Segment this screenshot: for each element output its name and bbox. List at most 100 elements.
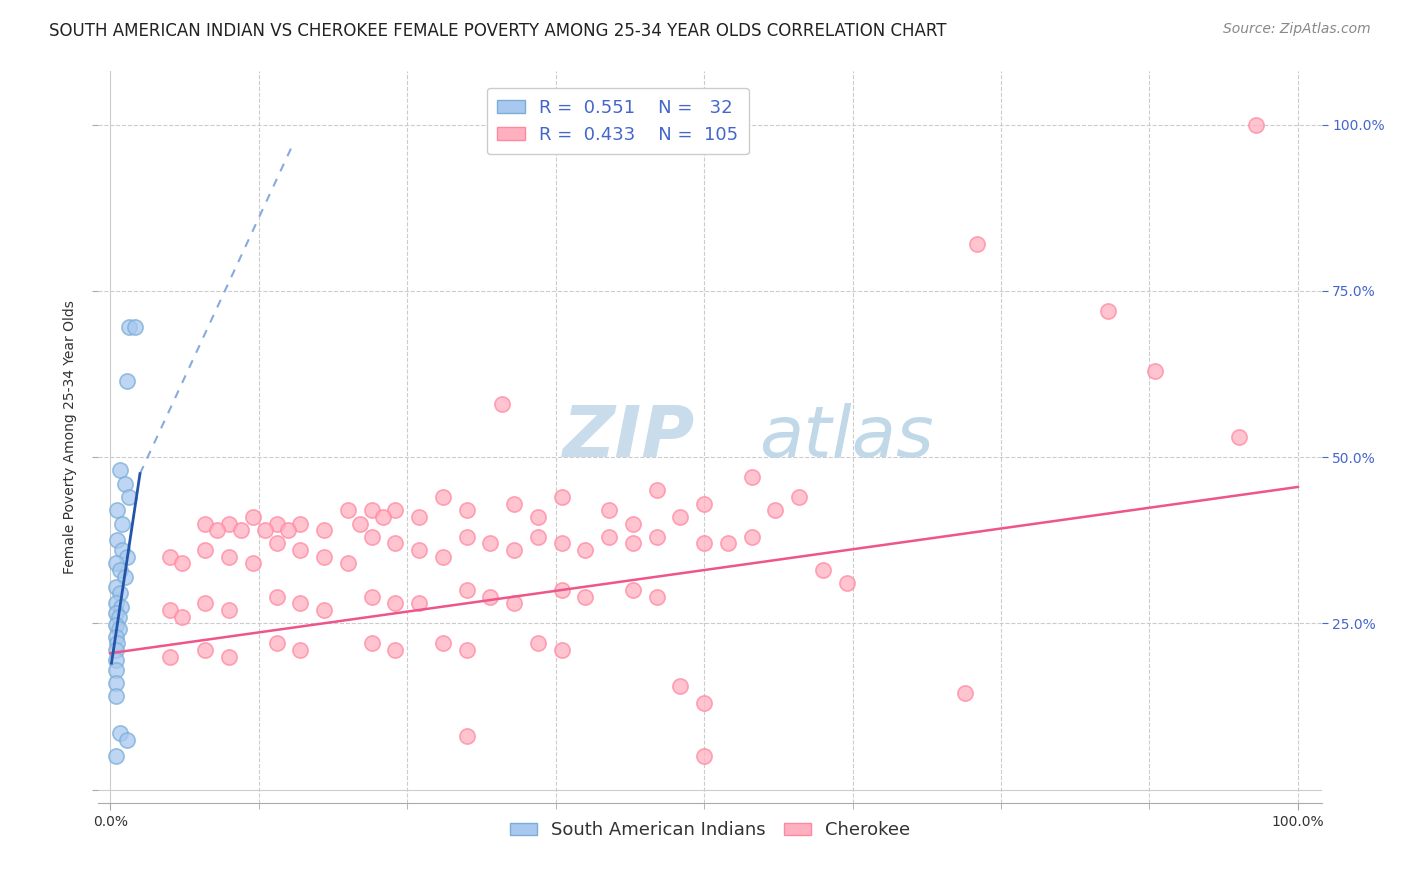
Point bbox=[360, 530, 382, 544]
Point bbox=[107, 503, 129, 517]
Point bbox=[456, 729, 478, 743]
Point bbox=[527, 530, 550, 544]
Point bbox=[159, 603, 181, 617]
Point bbox=[105, 676, 128, 690]
Point bbox=[290, 643, 312, 657]
Point bbox=[550, 490, 572, 504]
Point bbox=[384, 503, 406, 517]
Point bbox=[432, 549, 454, 564]
Point bbox=[118, 490, 141, 504]
Point bbox=[105, 557, 128, 571]
Point bbox=[645, 590, 668, 604]
Point bbox=[373, 509, 395, 524]
Point bbox=[741, 530, 763, 544]
Point bbox=[115, 732, 138, 747]
Point bbox=[312, 549, 335, 564]
Point bbox=[105, 630, 128, 644]
Point bbox=[408, 509, 430, 524]
Point bbox=[384, 643, 406, 657]
Point bbox=[741, 470, 763, 484]
Point bbox=[503, 543, 526, 558]
Point bbox=[491, 397, 513, 411]
Point bbox=[111, 543, 134, 558]
Point bbox=[115, 549, 138, 564]
Point bbox=[114, 476, 136, 491]
Point bbox=[108, 563, 131, 577]
Point bbox=[693, 749, 716, 764]
Point bbox=[621, 582, 644, 597]
Point bbox=[194, 643, 217, 657]
Point bbox=[574, 543, 596, 558]
Point bbox=[290, 596, 312, 610]
Point bbox=[1246, 118, 1268, 132]
Point bbox=[408, 543, 430, 558]
Point bbox=[159, 549, 181, 564]
Point bbox=[456, 503, 478, 517]
Point bbox=[360, 590, 382, 604]
Point bbox=[194, 543, 217, 558]
Point bbox=[621, 536, 644, 550]
Point bbox=[107, 622, 129, 636]
Point bbox=[811, 563, 834, 577]
Text: SOUTH AMERICAN INDIAN VS CHEROKEE FEMALE POVERTY AMONG 25-34 YEAR OLDS CORRELATI: SOUTH AMERICAN INDIAN VS CHEROKEE FEMALE… bbox=[49, 22, 946, 40]
Point bbox=[242, 509, 264, 524]
Point bbox=[432, 636, 454, 650]
Point bbox=[574, 590, 596, 604]
Point bbox=[669, 509, 692, 524]
Point bbox=[835, 576, 858, 591]
Point bbox=[693, 696, 716, 710]
Point bbox=[253, 523, 276, 537]
Point bbox=[108, 463, 131, 477]
Point bbox=[503, 497, 526, 511]
Text: ZIP: ZIP bbox=[564, 402, 696, 472]
Point bbox=[432, 490, 454, 504]
Point bbox=[194, 596, 217, 610]
Point bbox=[114, 570, 136, 584]
Point bbox=[105, 663, 128, 677]
Point bbox=[290, 543, 312, 558]
Point bbox=[787, 490, 810, 504]
Point bbox=[107, 636, 129, 650]
Point bbox=[336, 557, 359, 571]
Point bbox=[105, 643, 128, 657]
Point bbox=[336, 503, 359, 517]
Text: Source: ZipAtlas.com: Source: ZipAtlas.com bbox=[1223, 22, 1371, 37]
Point bbox=[669, 680, 692, 694]
Point bbox=[456, 530, 478, 544]
Point bbox=[108, 586, 131, 600]
Point bbox=[550, 643, 572, 657]
Point bbox=[1227, 430, 1250, 444]
Legend: South American Indians, Cherokee: South American Indians, Cherokee bbox=[502, 814, 918, 847]
Point bbox=[384, 596, 406, 610]
Point bbox=[693, 497, 716, 511]
Point bbox=[277, 523, 299, 537]
Y-axis label: Female Poverty Among 25-34 Year Olds: Female Poverty Among 25-34 Year Olds bbox=[63, 300, 77, 574]
Point bbox=[456, 643, 478, 657]
Point bbox=[218, 649, 240, 664]
Point bbox=[115, 374, 138, 388]
Point bbox=[763, 503, 786, 517]
Point bbox=[479, 590, 502, 604]
Point bbox=[170, 609, 193, 624]
Point bbox=[598, 503, 620, 517]
Point bbox=[456, 582, 478, 597]
Point bbox=[170, 557, 193, 571]
Point bbox=[966, 237, 988, 252]
Point bbox=[1144, 363, 1167, 377]
Point bbox=[550, 582, 572, 597]
Point bbox=[105, 617, 128, 632]
Point bbox=[118, 320, 141, 334]
Point bbox=[550, 536, 572, 550]
Point bbox=[527, 509, 550, 524]
Point bbox=[107, 533, 129, 548]
Point bbox=[312, 523, 335, 537]
Point bbox=[349, 516, 371, 531]
Point bbox=[218, 516, 240, 531]
Point bbox=[159, 649, 181, 664]
Point bbox=[503, 596, 526, 610]
Point bbox=[621, 516, 644, 531]
Point bbox=[266, 636, 288, 650]
Text: atlas: atlas bbox=[759, 402, 934, 472]
Point bbox=[205, 523, 228, 537]
Point bbox=[479, 536, 502, 550]
